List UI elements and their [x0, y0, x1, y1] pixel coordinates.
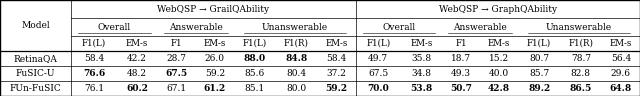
Text: 42.2: 42.2	[127, 54, 147, 63]
Text: 49.3: 49.3	[451, 69, 471, 78]
Text: Answerable: Answerable	[453, 23, 507, 31]
Text: 86.5: 86.5	[570, 84, 592, 93]
Text: 56.4: 56.4	[611, 54, 631, 63]
Text: Overall: Overall	[98, 23, 131, 31]
Text: EM-s: EM-s	[325, 39, 348, 48]
Text: 80.7: 80.7	[529, 54, 549, 63]
Text: 59.2: 59.2	[205, 69, 225, 78]
Text: 26.0: 26.0	[205, 54, 225, 63]
Text: 58.4: 58.4	[326, 54, 347, 63]
Text: EM-s: EM-s	[126, 39, 148, 48]
Text: 76.1: 76.1	[84, 84, 104, 93]
Text: FUn-FuSIC: FUn-FuSIC	[10, 84, 61, 93]
Text: 49.7: 49.7	[368, 54, 388, 63]
Text: 60.2: 60.2	[126, 84, 148, 93]
Text: 40.0: 40.0	[489, 69, 509, 78]
Text: 59.2: 59.2	[326, 84, 348, 93]
Text: FuSIC-U: FuSIC-U	[16, 69, 56, 78]
Text: 15.2: 15.2	[489, 54, 509, 63]
Text: 84.8: 84.8	[285, 54, 308, 63]
Text: F1(L): F1(L)	[82, 39, 106, 48]
Text: 85.1: 85.1	[244, 84, 265, 93]
Text: Unanswerable: Unanswerable	[546, 23, 612, 31]
Text: Model: Model	[21, 21, 50, 30]
Text: 67.5: 67.5	[368, 69, 388, 78]
Text: 61.2: 61.2	[204, 84, 226, 93]
Text: Answerable: Answerable	[169, 23, 223, 31]
Text: RetinaQA: RetinaQA	[13, 54, 58, 63]
Text: F1(L): F1(L)	[243, 39, 267, 48]
Text: 29.6: 29.6	[611, 69, 631, 78]
Text: 53.8: 53.8	[410, 84, 433, 93]
Text: 88.0: 88.0	[244, 54, 266, 63]
Text: 35.8: 35.8	[412, 54, 431, 63]
Text: EM-s: EM-s	[610, 39, 632, 48]
Text: Overall: Overall	[382, 23, 415, 31]
Text: 37.2: 37.2	[326, 69, 346, 78]
Text: F1: F1	[455, 39, 467, 48]
Text: 48.2: 48.2	[127, 69, 147, 78]
Text: F1(R): F1(R)	[284, 39, 309, 48]
Text: 80.4: 80.4	[287, 69, 307, 78]
Text: F1(L): F1(L)	[366, 39, 390, 48]
Text: 70.0: 70.0	[367, 84, 389, 93]
Text: 82.8: 82.8	[571, 69, 591, 78]
Text: 28.7: 28.7	[166, 54, 186, 63]
Text: 34.8: 34.8	[412, 69, 431, 78]
Text: 67.1: 67.1	[166, 84, 187, 93]
Text: 58.4: 58.4	[84, 54, 104, 63]
Text: EM-s: EM-s	[488, 39, 510, 48]
Text: EM-s: EM-s	[204, 39, 226, 48]
Text: F1(R): F1(R)	[568, 39, 593, 48]
Text: 80.0: 80.0	[287, 84, 307, 93]
Text: 64.8: 64.8	[610, 84, 632, 93]
Text: 18.7: 18.7	[451, 54, 471, 63]
Text: 85.7: 85.7	[529, 69, 549, 78]
Text: 50.7: 50.7	[450, 84, 472, 93]
Text: 85.6: 85.6	[244, 69, 265, 78]
Text: F1: F1	[171, 39, 182, 48]
Text: 76.6: 76.6	[83, 69, 105, 78]
Text: 78.7: 78.7	[571, 54, 591, 63]
Text: WebQSP → GrailQAbility: WebQSP → GrailQAbility	[157, 5, 269, 14]
Text: F1(L): F1(L)	[527, 39, 551, 48]
Text: WebQSP → GraphQAbility: WebQSP → GraphQAbility	[439, 5, 557, 14]
Text: Unanswerable: Unanswerable	[262, 23, 328, 31]
Text: EM-s: EM-s	[410, 39, 433, 48]
Text: 67.5: 67.5	[166, 69, 188, 78]
Text: 89.2: 89.2	[528, 84, 550, 93]
Text: 42.8: 42.8	[488, 84, 510, 93]
